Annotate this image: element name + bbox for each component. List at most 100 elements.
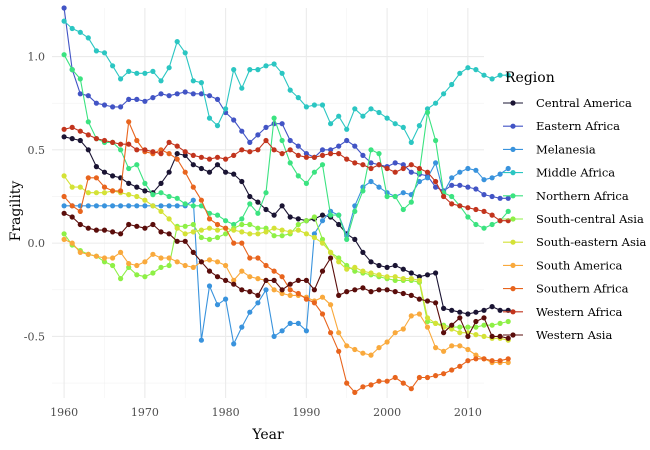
data-point xyxy=(311,214,317,220)
data-point xyxy=(198,154,204,160)
data-point xyxy=(271,115,277,121)
data-point xyxy=(416,374,422,381)
data-point xyxy=(85,225,91,231)
data-point xyxy=(408,162,414,168)
data-point xyxy=(481,356,487,362)
data-point xyxy=(134,137,140,144)
data-point xyxy=(134,193,140,200)
data-point xyxy=(174,156,180,162)
data-point xyxy=(416,169,422,175)
data-point xyxy=(93,164,99,170)
data-point xyxy=(214,274,221,280)
data-point xyxy=(134,203,140,209)
data-point xyxy=(93,253,99,259)
data-point xyxy=(344,266,350,272)
data-point xyxy=(166,216,172,222)
data-point xyxy=(150,149,156,155)
data-point xyxy=(61,126,67,132)
legend-item-south-eastern-asia: South-eastern Asia xyxy=(503,235,647,249)
data-point xyxy=(408,199,414,205)
data-point xyxy=(77,208,83,214)
data-point xyxy=(384,165,390,172)
data-point xyxy=(263,287,269,293)
data-point xyxy=(142,197,148,203)
data-point xyxy=(433,320,439,326)
y-axis-title: Fragility xyxy=(8,181,24,242)
data-point xyxy=(263,124,269,130)
data-point xyxy=(392,160,398,166)
data-point xyxy=(328,121,334,127)
data-point xyxy=(182,149,188,155)
data-point xyxy=(449,175,455,181)
data-point xyxy=(85,132,91,138)
data-point xyxy=(303,277,309,283)
data-point xyxy=(505,165,511,172)
data-point xyxy=(77,249,83,255)
data-point xyxy=(424,109,431,116)
data-point xyxy=(126,221,132,228)
data-point xyxy=(473,356,479,362)
data-point xyxy=(408,292,414,298)
data-point xyxy=(61,236,67,242)
data-point xyxy=(497,72,503,78)
data-point xyxy=(239,268,245,274)
data-point xyxy=(101,184,108,190)
data-point xyxy=(61,210,67,216)
data-point xyxy=(392,262,398,269)
data-point xyxy=(449,343,455,349)
data-point xyxy=(206,115,213,121)
data-point xyxy=(85,251,91,257)
data-point xyxy=(416,274,422,280)
legend-key-point xyxy=(510,170,516,176)
data-point xyxy=(368,106,374,112)
data-point xyxy=(69,124,75,130)
data-point xyxy=(271,225,277,231)
data-point xyxy=(287,160,293,166)
data-point xyxy=(319,152,326,158)
data-point xyxy=(93,227,99,233)
data-point xyxy=(384,339,390,345)
data-point xyxy=(368,160,374,166)
data-point xyxy=(61,52,67,58)
data-point xyxy=(85,175,91,181)
data-point xyxy=(368,352,374,358)
data-point xyxy=(271,277,277,283)
data-point xyxy=(344,137,350,144)
data-point xyxy=(360,285,366,291)
data-point xyxy=(118,76,124,82)
data-point xyxy=(449,367,455,373)
data-point xyxy=(231,240,237,246)
legend: Region Central America Eastern Africa Mela… xyxy=(503,70,647,342)
data-point xyxy=(319,147,326,153)
legend-key-point xyxy=(510,193,516,199)
data-point xyxy=(279,290,285,297)
legend-label: Melanesia xyxy=(536,142,596,156)
data-point xyxy=(360,188,366,194)
data-point xyxy=(360,350,366,356)
data-point xyxy=(61,18,67,24)
data-point xyxy=(319,162,326,168)
data-point xyxy=(198,259,204,265)
data-point xyxy=(295,227,301,233)
data-point xyxy=(263,229,269,235)
data-point xyxy=(392,121,398,127)
legend-key-point xyxy=(510,286,516,292)
data-point xyxy=(473,167,479,173)
data-point xyxy=(336,292,342,298)
data-point xyxy=(441,91,447,97)
data-point xyxy=(295,152,301,158)
x-tick-label: 2000 xyxy=(373,406,401,419)
data-point xyxy=(481,322,487,328)
x-tick-label: 1960 xyxy=(50,406,78,419)
data-point xyxy=(376,262,382,269)
data-point xyxy=(239,287,245,293)
legend-key-point xyxy=(510,100,516,106)
data-point xyxy=(271,287,277,293)
data-point xyxy=(473,318,479,325)
data-point xyxy=(352,160,358,166)
data-point xyxy=(231,171,237,177)
legend-label: South-eastern Asia xyxy=(536,235,647,249)
data-point xyxy=(247,201,253,207)
data-point xyxy=(465,346,471,353)
